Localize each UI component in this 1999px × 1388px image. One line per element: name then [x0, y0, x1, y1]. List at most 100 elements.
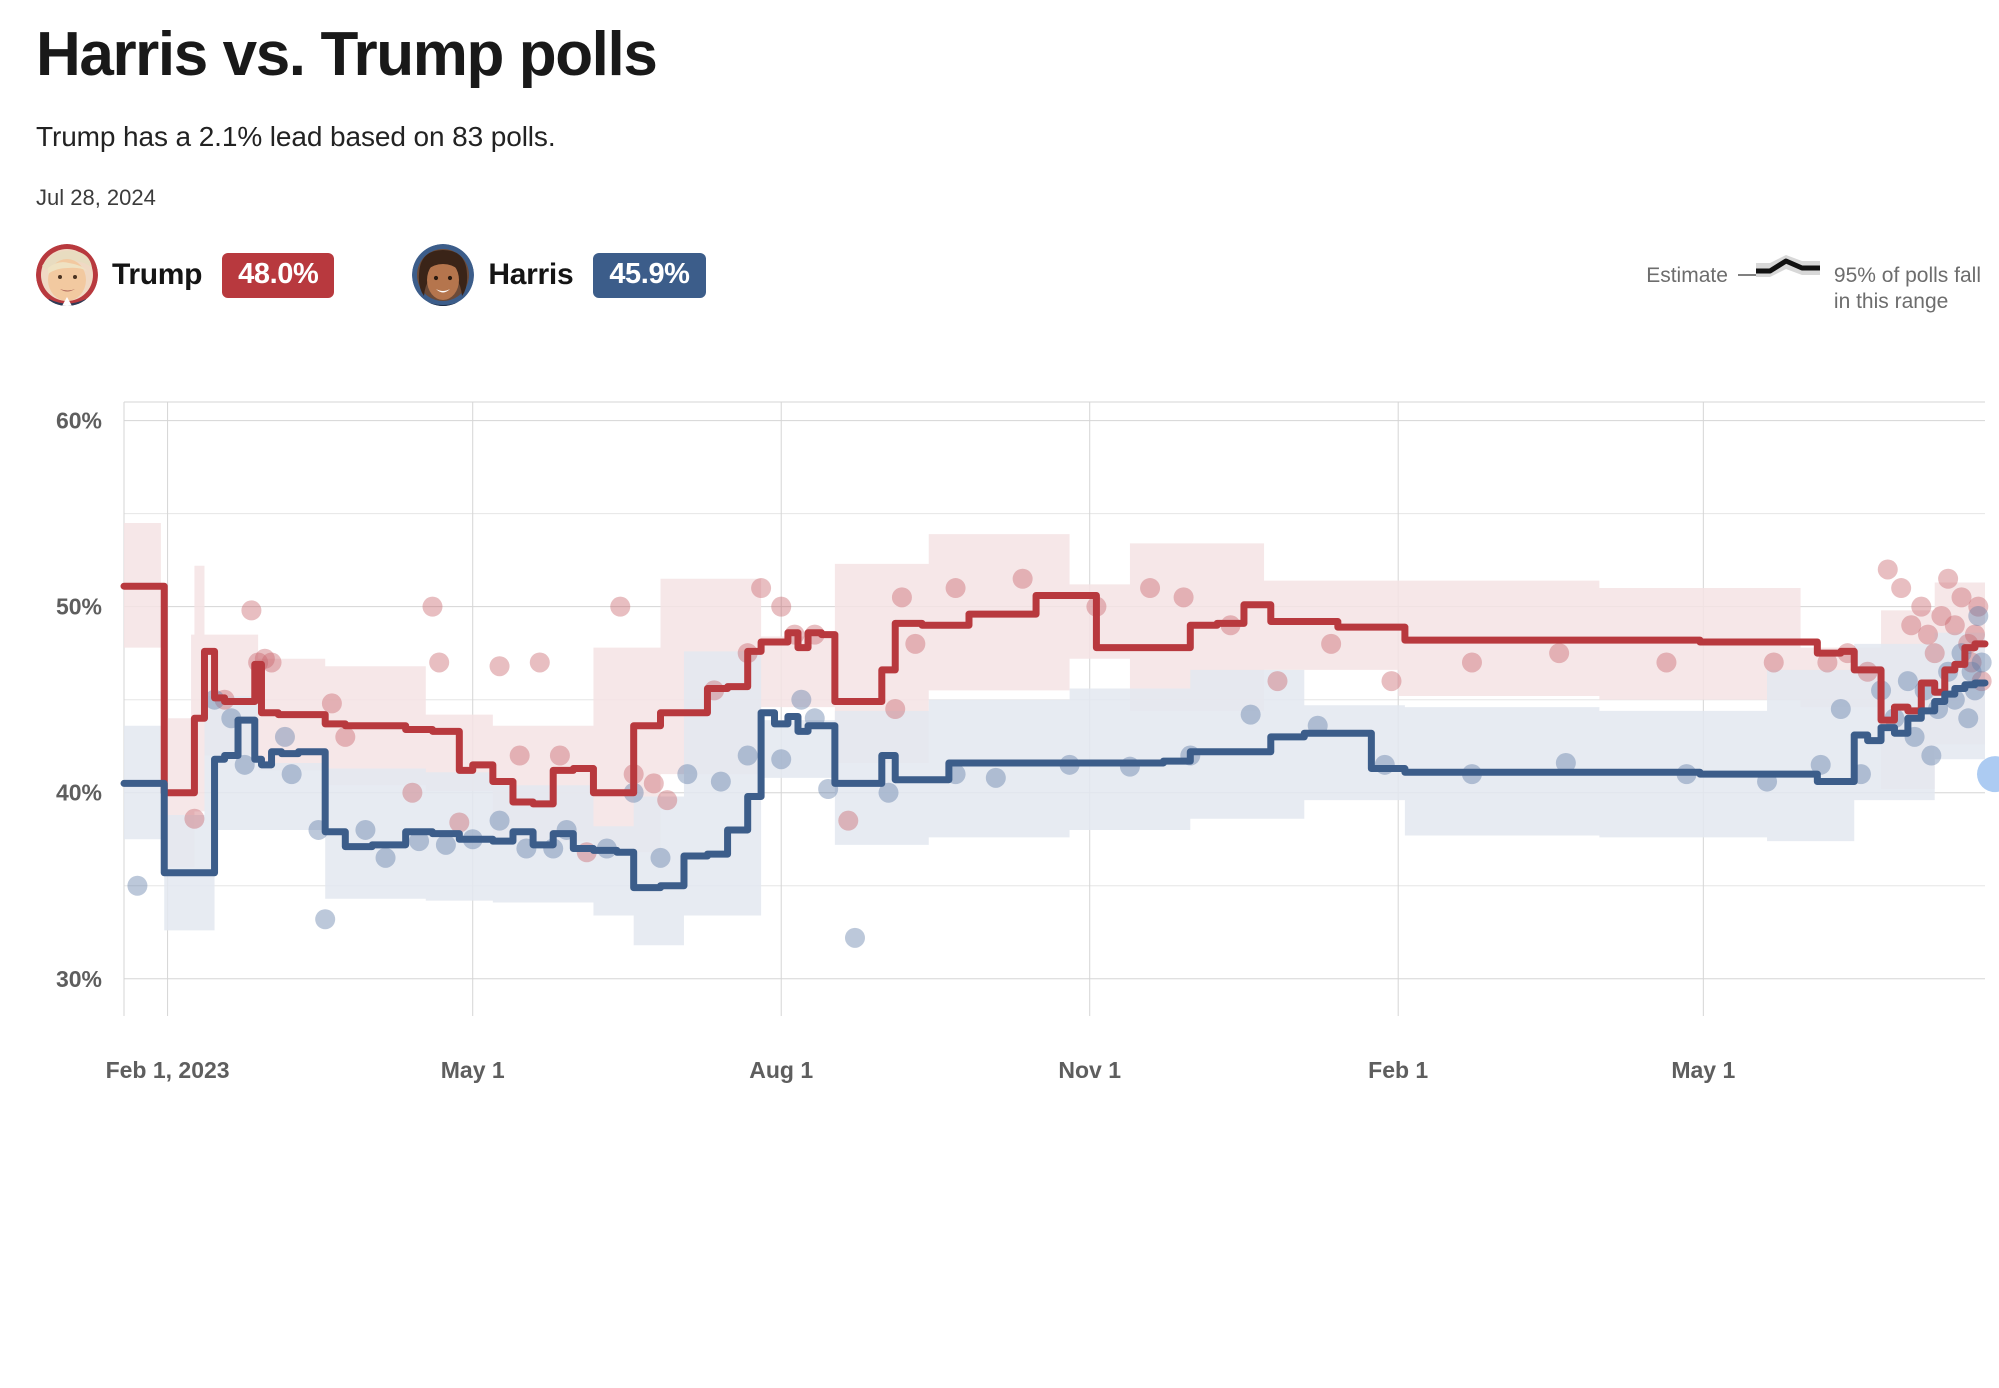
- poll-point-trump: [489, 656, 510, 677]
- poll-point-trump: [335, 726, 356, 747]
- poll-chart[interactable]: 30% 40% 50% 60% Feb 1, 2023 May 1 Aug 1 Nov 1 Fe…: [0, 392, 1999, 1388]
- poll-point-trump: [643, 773, 664, 794]
- harris-avatar: [412, 244, 475, 307]
- estimate-swatch-icon: [1736, 249, 1826, 302]
- candidate-legend: Trump 48.0% Harris 45.9%: [36, 244, 1999, 313]
- page-title: Harris vs. Trump polls: [36, 20, 658, 89]
- poll-point-trump: [1656, 652, 1677, 673]
- confidence-bands: [124, 522, 1985, 946]
- poll-point-harris: [274, 726, 295, 747]
- poll-point-trump: [241, 600, 262, 621]
- poll-point-trump: [529, 652, 550, 673]
- poll-point-harris: [878, 782, 899, 803]
- poll-point-trump: [610, 596, 631, 617]
- poll-point-harris: [315, 909, 336, 930]
- x-tick-label: May 1: [1671, 1057, 1735, 1083]
- poll-point-trump: [1267, 671, 1288, 692]
- legend-value-harris: 45.9%: [593, 252, 706, 298]
- poll-point-trump: [1951, 587, 1972, 608]
- x-tick-label: Aug 1: [749, 1057, 813, 1083]
- edge-hover-marker[interactable]: [1977, 756, 1999, 793]
- poll-point-harris: [281, 764, 302, 785]
- page-subtitle: Trump has a 2.1% lead based on 83 polls.: [36, 121, 556, 153]
- poll-point-trump: [429, 652, 450, 673]
- poll-point-trump: [1817, 652, 1838, 673]
- x-axis: Feb 1, 2023 May 1 Aug 1 Nov 1 Feb 1 May 1: [106, 1057, 1736, 1083]
- x-tick-label: Nov 1: [1058, 1057, 1121, 1083]
- poll-point-trump: [321, 693, 342, 714]
- poll-point-harris: [1921, 745, 1942, 766]
- poll-point-trump: [1964, 624, 1985, 645]
- poll-point-trump: [1938, 568, 1959, 589]
- confidence-band-harris: [124, 632, 1985, 946]
- poll-point-harris: [375, 847, 396, 868]
- poll-point-trump: [1968, 596, 1989, 617]
- poll-point-trump: [657, 790, 678, 811]
- poll-point-harris: [985, 767, 1006, 788]
- poll-point-trump: [1461, 652, 1482, 673]
- y-tick-label: 60%: [56, 408, 102, 434]
- range-legend-label: 95% of polls fall in this range: [1834, 249, 1981, 316]
- y-axis: 30% 40% 50% 60%: [56, 408, 102, 992]
- x-tick-label: May 1: [441, 1057, 505, 1083]
- poll-point-trump: [1763, 652, 1784, 673]
- poll-point-trump: [1911, 596, 1932, 617]
- estimate-legend-label: Estimate: [1646, 264, 1728, 288]
- poll-point-harris: [737, 745, 758, 766]
- poll-point-trump: [549, 745, 570, 766]
- poll-point-trump: [1931, 605, 1952, 626]
- poll-point-trump: [1140, 578, 1161, 599]
- poll-point-trump: [1173, 587, 1194, 608]
- poll-point-harris: [791, 689, 812, 710]
- poll-point-harris: [1240, 704, 1261, 725]
- poll-point-harris: [489, 810, 510, 831]
- estimate-line-harris: [120, 679, 1989, 892]
- poll-point-harris: [1971, 652, 1992, 673]
- poll-point-trump: [422, 596, 443, 617]
- poll-point-trump: [1877, 559, 1898, 580]
- poll-point-harris: [844, 927, 865, 948]
- poll-point-trump: [184, 808, 205, 829]
- poll-point-harris: [710, 771, 731, 792]
- legend-name-trump: Trump: [112, 258, 203, 292]
- legend-name-harris: Harris: [488, 258, 574, 292]
- poll-point-trump: [885, 699, 906, 719]
- poll-point-harris: [677, 764, 698, 785]
- poll-point-harris: [355, 819, 376, 840]
- legend-value-trump: 48.0%: [222, 252, 335, 298]
- poll-point-trump: [1901, 615, 1922, 636]
- poll-point-harris: [1897, 671, 1918, 692]
- legend-item-trump[interactable]: Trump 48.0%: [36, 244, 335, 307]
- poll-point-trump: [1549, 643, 1570, 664]
- y-tick-label: 50%: [56, 594, 102, 620]
- as-of-date: Jul 28, 2024: [36, 185, 156, 211]
- chart-svg[interactable]: 30%40%50%60%Feb 1, 2023 May 1 Aug 1 Nov 1 Fe…: [0, 392, 1999, 1388]
- poll-point-trump: [891, 587, 912, 608]
- poll-point-harris: [1958, 708, 1979, 729]
- poll-point-trump: [509, 745, 530, 766]
- poll-point-trump: [1924, 643, 1945, 664]
- poll-point-trump: [402, 782, 423, 803]
- confidence-band-trump: [124, 522, 1985, 868]
- poll-point-harris: [234, 754, 255, 775]
- estimate-line-trump: [120, 582, 1989, 808]
- poll-point-trump: [449, 812, 470, 833]
- poll-point-trump: [1321, 633, 1342, 654]
- poll-point-harris: [409, 831, 430, 852]
- y-tick-label: 40%: [56, 780, 102, 806]
- x-tick-label: Feb 1: [1368, 1057, 1428, 1083]
- legend-item-harris[interactable]: Harris 45.9%: [412, 244, 706, 307]
- poll-point-trump: [905, 633, 926, 654]
- poll-point-trump: [1944, 615, 1965, 636]
- trump-avatar: [36, 244, 98, 307]
- x-tick-label: Feb 1, 2023: [106, 1057, 230, 1083]
- poll-point-trump: [261, 652, 282, 673]
- poll-point-harris: [127, 875, 148, 896]
- poll-point-trump: [945, 578, 966, 599]
- range-legend-line2: in this range: [1833, 290, 1949, 314]
- poll-point-harris: [650, 847, 671, 868]
- estimate-lines: [120, 582, 1989, 892]
- poll-point-trump: [838, 810, 859, 831]
- poll-point-trump: [1917, 624, 1938, 645]
